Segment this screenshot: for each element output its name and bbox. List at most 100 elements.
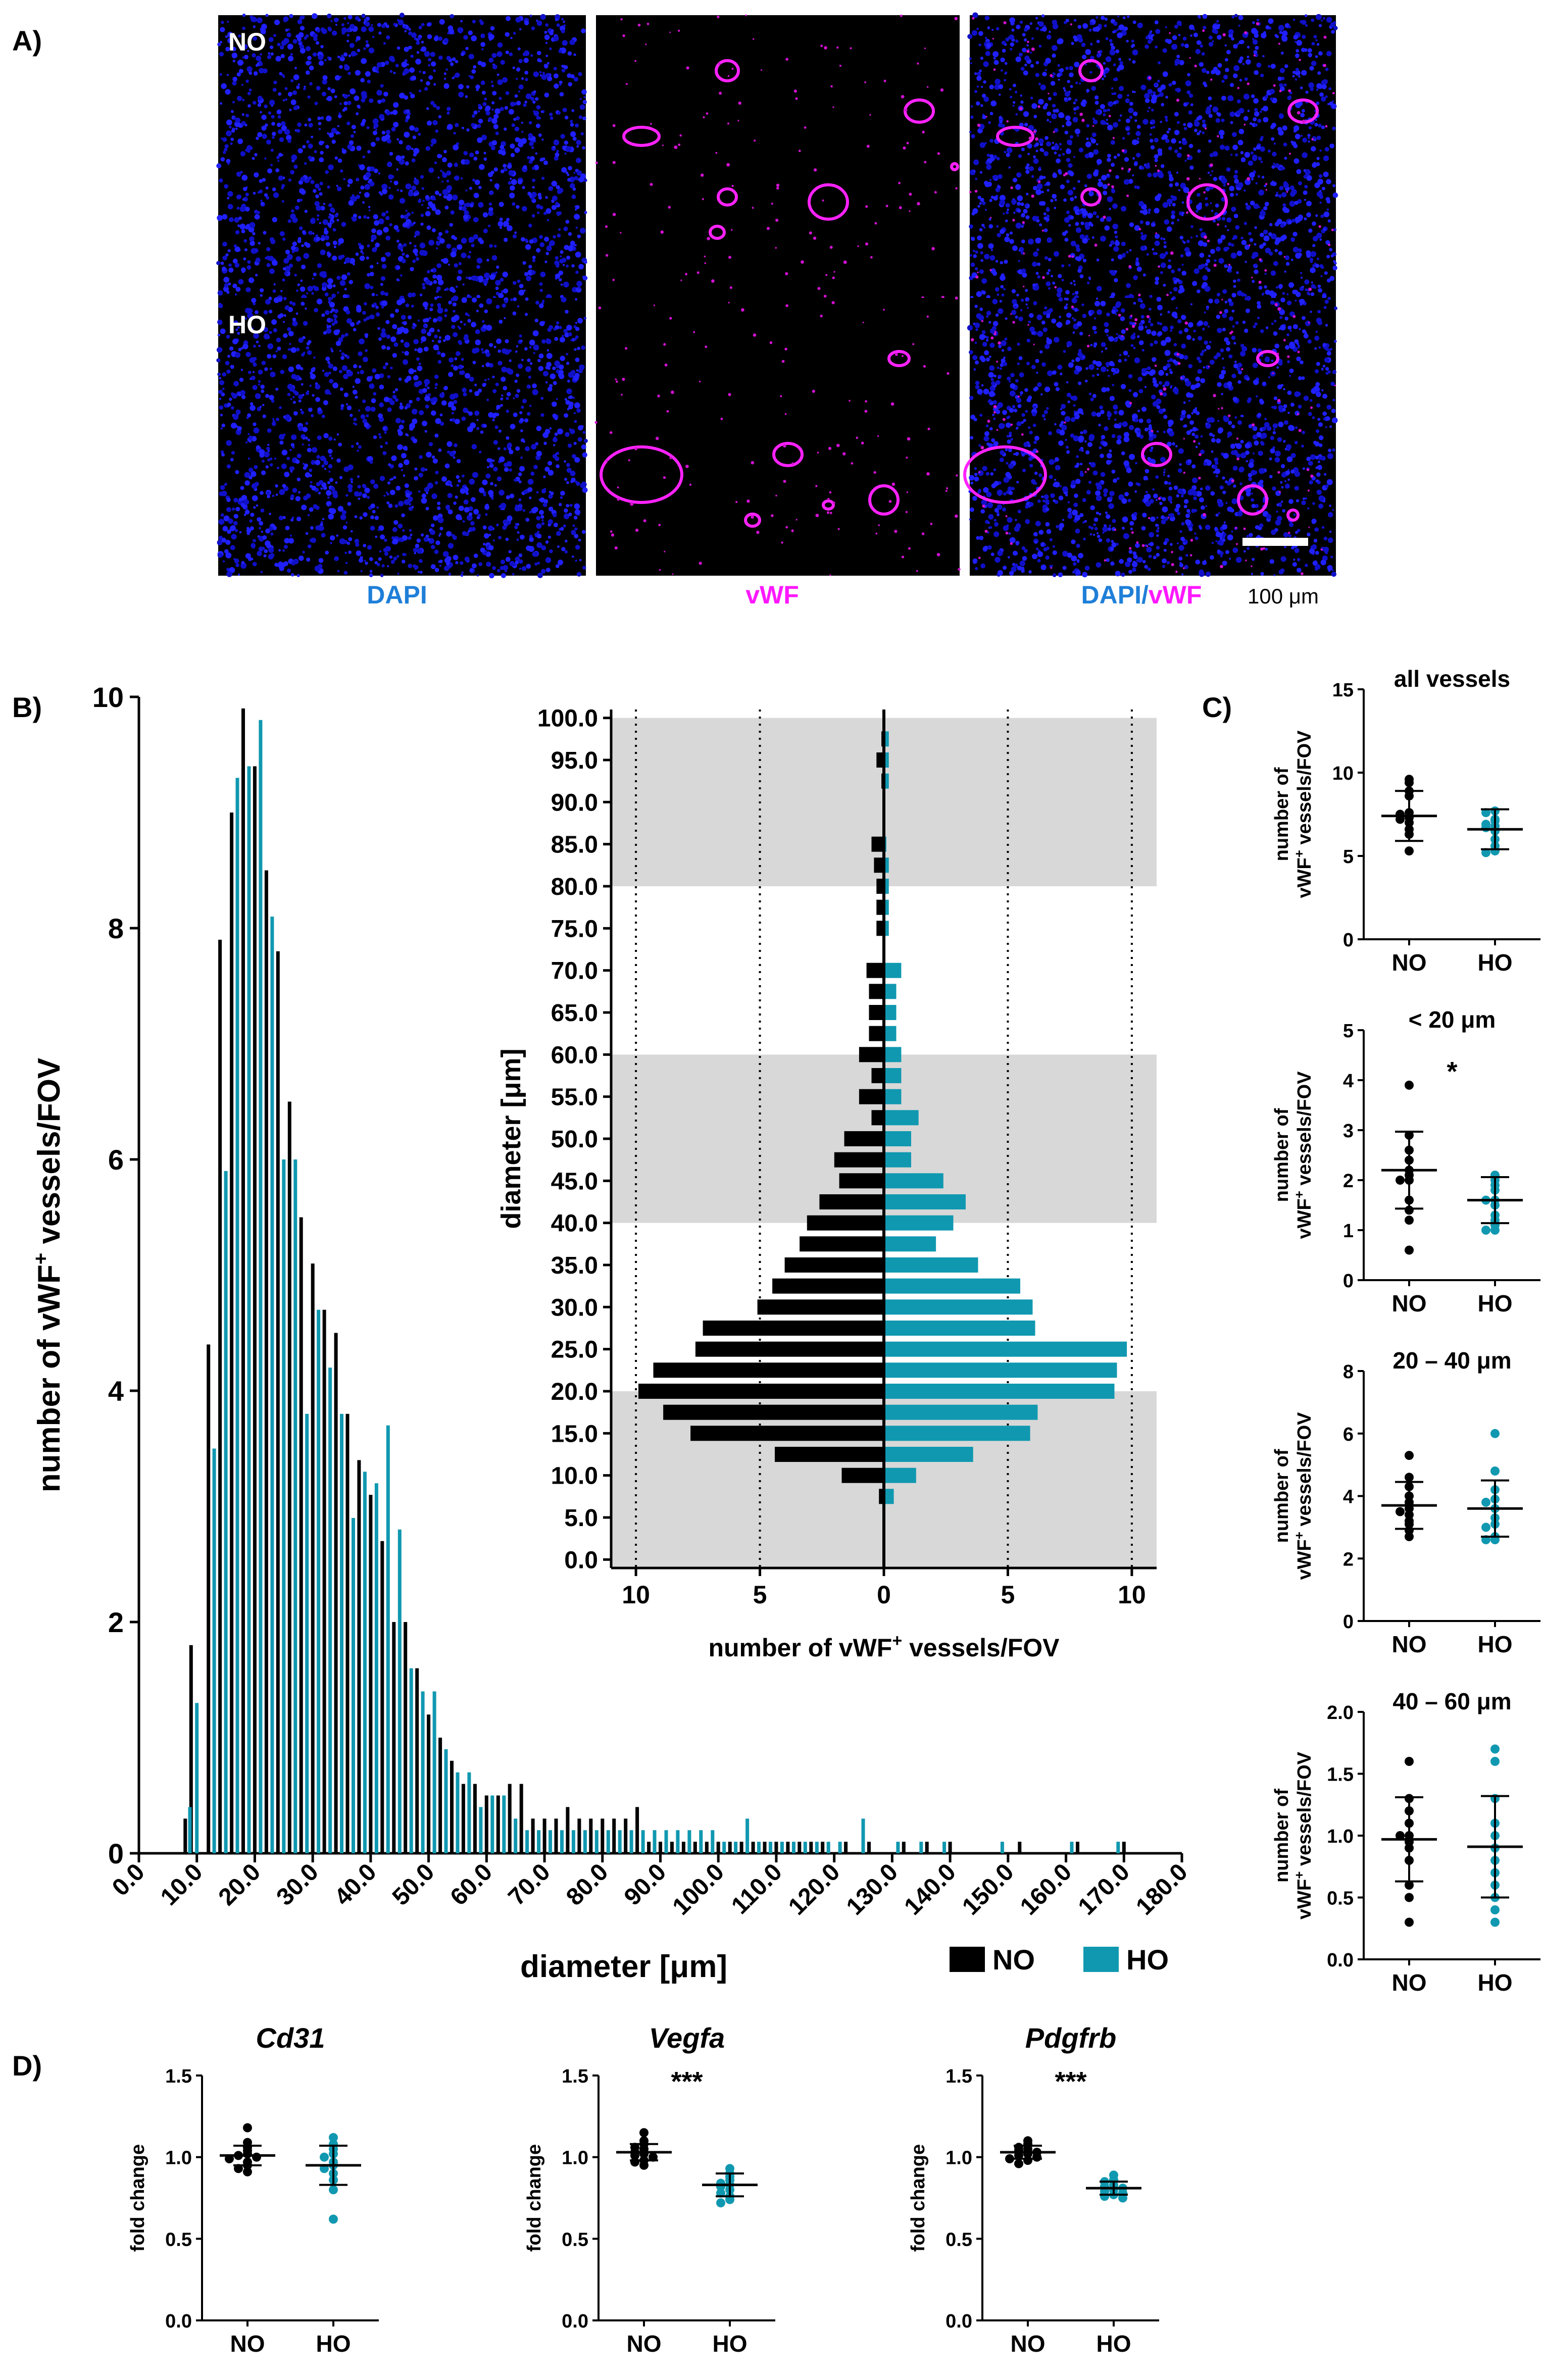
- dapi-nucleus: [439, 19, 445, 25]
- dapi-nucleus: [453, 132, 456, 135]
- dapi-nucleus: [561, 68, 566, 73]
- dapi-nucleus: [461, 474, 465, 478]
- panel-label-a: A): [12, 25, 42, 57]
- dapi-nucleus: [552, 195, 558, 201]
- dapi-nucleus: [403, 474, 406, 477]
- vwf-vessel: [1078, 59, 1104, 82]
- dapi-nucleus: [226, 507, 231, 512]
- dapi-nucleus: [1035, 142, 1039, 146]
- dapi-nucleus: [529, 239, 534, 244]
- dapi-nucleus: [1232, 144, 1238, 150]
- dapi-nucleus: [486, 325, 492, 331]
- dapi-nucleus: [426, 120, 432, 126]
- vwf-speck: [1048, 92, 1050, 94]
- vwf-speck: [1311, 138, 1314, 141]
- dapi-nucleus: [473, 110, 478, 115]
- dapi-nucleus: [265, 123, 268, 127]
- dapi-nucleus: [269, 310, 273, 314]
- dapi-nucleus: [500, 60, 505, 65]
- dapi-nucleus: [980, 57, 984, 60]
- dapi-nucleus: [1025, 170, 1030, 174]
- dapi-nucleus: [1318, 288, 1323, 293]
- dapi-nucleus: [488, 58, 494, 63]
- dapi-nucleus: [297, 237, 302, 241]
- dapi-nucleus: [1233, 65, 1239, 71]
- dapi-nucleus: [582, 275, 588, 281]
- dapi-nucleus: [438, 336, 441, 339]
- dapi-nucleus: [502, 303, 506, 308]
- dapi-nucleus: [402, 529, 405, 532]
- dapi-nucleus: [450, 251, 457, 258]
- dapi-nucleus: [322, 219, 328, 225]
- dapi-nucleus: [321, 234, 325, 238]
- dapi-nucleus: [448, 481, 451, 485]
- dapi-nucleus: [313, 189, 317, 193]
- dapi-nucleus: [1035, 189, 1042, 195]
- dapi-nucleus: [1168, 83, 1172, 87]
- dapi-nucleus: [311, 485, 317, 491]
- dapi-nucleus: [984, 142, 987, 144]
- dapi-nucleus: [328, 203, 332, 208]
- dapi-nucleus: [571, 109, 574, 112]
- dapi-nucleus: [1332, 100, 1334, 103]
- dapi-nucleus: [544, 34, 550, 40]
- dapi-nucleus: [294, 274, 297, 277]
- dapi-nucleus: [1316, 157, 1320, 160]
- dapi-nucleus: [290, 347, 296, 353]
- dapi-nucleus: [331, 139, 336, 144]
- dapi-nucleus: [504, 127, 507, 131]
- dapi-nucleus: [558, 560, 563, 566]
- dapi-nucleus: [565, 171, 569, 174]
- dapi-nucleus: [216, 163, 222, 169]
- dapi-nucleus: [455, 123, 459, 127]
- dapi-nucleus: [325, 357, 330, 362]
- dapi-nucleus: [1326, 208, 1329, 211]
- dapi-nucleus: [454, 419, 460, 424]
- dapi-nucleus: [221, 83, 227, 89]
- dapi-nucleus: [1207, 268, 1211, 272]
- vwf-speck: [718, 63, 721, 65]
- dapi-nucleus: [522, 261, 526, 265]
- dapi-nucleus: [359, 164, 365, 170]
- dapi-nucleus: [1033, 251, 1038, 257]
- dapi-nucleus: [399, 424, 404, 430]
- dapi-nucleus: [263, 327, 268, 332]
- dapi-nucleus: [299, 42, 302, 45]
- dapi-nucleus: [1144, 93, 1150, 99]
- dapi-nucleus: [253, 25, 256, 28]
- dapi-nucleus: [521, 359, 524, 362]
- dapi-nucleus: [241, 175, 248, 181]
- dapi-nucleus: [275, 56, 281, 62]
- dapi-nucleus: [1079, 82, 1081, 85]
- dapi-nucleus: [1252, 39, 1258, 45]
- dapi-nucleus: [996, 157, 1000, 161]
- dapi-nucleus: [500, 560, 506, 565]
- dapi-nucleus: [452, 302, 457, 307]
- dapi-nucleus: [1042, 105, 1048, 110]
- vwf-speck: [1328, 243, 1331, 246]
- dapi-nucleus: [1314, 123, 1318, 127]
- dapi-nucleus: [525, 297, 529, 301]
- dapi-nucleus: [489, 244, 493, 248]
- dapi-nucleus: [1238, 40, 1243, 44]
- vwf-speck: [650, 123, 652, 125]
- dapi-nucleus: [1279, 31, 1282, 34]
- vwf-speck: [1169, 32, 1171, 34]
- dapi-nucleus: [1216, 292, 1221, 297]
- dapi-nucleus: [346, 318, 352, 324]
- dapi-nucleus: [1190, 103, 1193, 107]
- dapi-nucleus: [226, 369, 231, 374]
- vwf-speck: [1187, 191, 1190, 194]
- dapi-nucleus: [254, 465, 258, 469]
- dapi-nucleus: [217, 42, 221, 46]
- dapi-nucleus: [984, 209, 987, 211]
- dapi-nucleus: [1093, 149, 1099, 155]
- dapi-nucleus: [259, 521, 264, 526]
- dapi-nucleus: [1033, 155, 1036, 159]
- dapi-nucleus: [1238, 15, 1243, 20]
- dapi-nucleus: [979, 171, 983, 174]
- dapi-nucleus: [404, 483, 409, 488]
- dapi-nucleus: [576, 145, 579, 148]
- dapi-nucleus: [483, 151, 486, 155]
- dapi-nucleus: [411, 185, 417, 190]
